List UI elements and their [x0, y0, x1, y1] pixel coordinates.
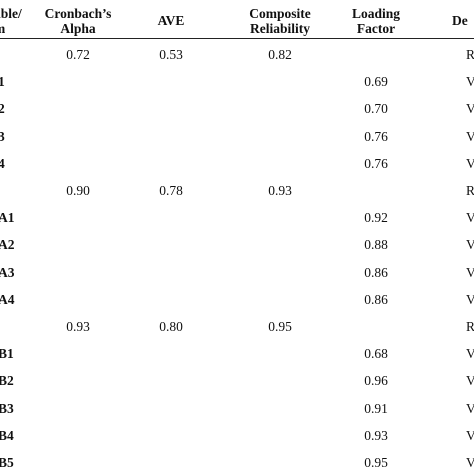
cell-loading: 0.86: [364, 292, 388, 307]
cell-decision: Re: [466, 183, 474, 198]
header-decision: De: [452, 13, 474, 28]
cell-loading: 0.68: [364, 346, 388, 361]
cell-decision: V: [466, 346, 474, 361]
cell-decision: V: [466, 428, 474, 443]
header-variable-item: able/ m: [0, 6, 44, 36]
header-composite: Composite Reliability: [230, 6, 330, 36]
cell-decision: V: [466, 210, 474, 225]
header-ave: AVE: [136, 13, 206, 28]
cell-decision: V: [466, 156, 474, 171]
header-cronbach-line1: Cronbach’s: [44, 6, 112, 21]
header-cronbach: Cronbach’s Alpha: [38, 6, 118, 36]
cell-item: B1: [0, 346, 14, 361]
cell-loading: 0.86: [364, 265, 388, 280]
cell-ave: 0.78: [159, 183, 183, 198]
cell-item: B3: [0, 401, 14, 416]
cell-composite: 0.93: [268, 183, 292, 198]
cell-ave: 0.80: [159, 319, 183, 334]
cell-item: A3: [0, 265, 15, 280]
cell-loading: 0.70: [364, 101, 388, 116]
cell-decision: Re: [466, 319, 474, 334]
header-rule: [0, 38, 474, 39]
cell-loading: 0.95: [364, 455, 388, 470]
cell-decision: V: [466, 455, 474, 470]
cell-decision: V: [466, 101, 474, 116]
cell-loading: 0.96: [364, 373, 388, 388]
header-variable-item-line2: m: [0, 21, 44, 36]
cell-decision: V: [466, 373, 474, 388]
cell-loading: 0.69: [364, 74, 388, 89]
header-decision-label: De: [452, 13, 468, 28]
cell-decision: V: [466, 265, 474, 280]
cell-loading: 0.88: [364, 237, 388, 252]
header-variable-item-line1: able/: [0, 6, 22, 21]
cell-cronbach: 0.90: [66, 183, 90, 198]
cell-item: B2: [0, 373, 14, 388]
header-ave-label: AVE: [157, 13, 185, 28]
cell-item: B5: [0, 455, 14, 470]
cell-decision: V: [466, 129, 474, 144]
cell-loading: 0.91: [364, 401, 388, 416]
header-composite-line2: Reliability: [250, 21, 310, 36]
cell-decision: V: [466, 401, 474, 416]
cell-loading: 0.92: [364, 210, 388, 225]
cell-item: 2: [0, 101, 5, 116]
cell-item: A1: [0, 210, 15, 225]
cell-loading: 0.93: [364, 428, 388, 443]
cell-cronbach: 0.72: [66, 47, 90, 62]
cell-composite: 0.82: [268, 47, 292, 62]
cell-decision: Re: [466, 47, 474, 62]
cell-item: A4: [0, 292, 15, 307]
cell-item: 3: [0, 129, 5, 144]
cell-item: 1: [0, 74, 5, 89]
header-composite-line1: Composite: [249, 6, 311, 21]
cell-cronbach: 0.93: [66, 319, 90, 334]
cell-decision: V: [466, 74, 474, 89]
cell-decision: V: [466, 237, 474, 252]
cell-item: 4: [0, 156, 5, 171]
cell-item: B4: [0, 428, 14, 443]
header-loading-line1: Loading: [351, 6, 401, 21]
cell-loading: 0.76: [364, 156, 388, 171]
cell-decision: V: [466, 292, 474, 307]
cell-loading: 0.76: [364, 129, 388, 144]
header-loading-line2: Factor: [356, 21, 396, 36]
header-cronbach-line2: Alpha: [60, 21, 96, 36]
cell-composite: 0.95: [268, 319, 292, 334]
cell-ave: 0.53: [159, 47, 183, 62]
header-loading: Loading Factor: [336, 6, 416, 36]
cell-item: A2: [0, 237, 15, 252]
